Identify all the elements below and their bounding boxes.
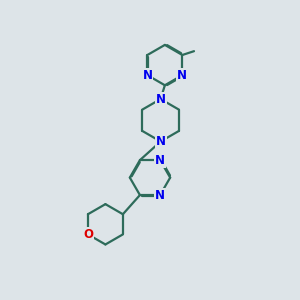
Text: N: N (156, 135, 166, 148)
Text: N: N (156, 92, 166, 106)
Text: N: N (155, 154, 165, 166)
Text: N: N (177, 69, 187, 82)
Text: N: N (155, 189, 165, 202)
Text: O: O (83, 228, 93, 241)
Text: N: N (142, 69, 152, 82)
